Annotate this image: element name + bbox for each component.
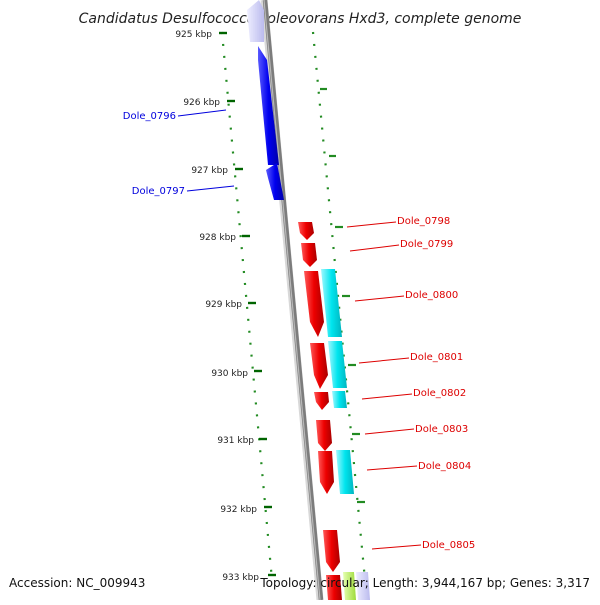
ruler-tick-label: 925 kbp — [175, 30, 212, 40]
ruler-tick-label: 928 kbp — [199, 233, 236, 243]
cds-track — [321, 269, 370, 600]
partial-cds-feature[interactable] — [343, 572, 356, 600]
gene-label-text: Dole_0802 — [413, 388, 466, 399]
ruler-tick: 926 kbp — [183, 98, 235, 108]
ruler-tick-label: 929 kbp — [205, 300, 242, 310]
gene-label-dole-0797[interactable]: Dole_0797 — [132, 185, 235, 197]
gene-label-text: Dole_0801 — [410, 352, 463, 363]
gene-label-text: Dole_0804 — [418, 461, 471, 472]
ruler-tick: 930 kbp — [211, 369, 262, 379]
cds-feature[interactable] — [336, 450, 354, 494]
gene-label-text: Dole_0803 — [415, 424, 468, 435]
ruler-tick: 933 kbp — [222, 573, 276, 583]
gene-feature-dole-0800[interactable] — [304, 271, 324, 337]
gene-feature-dole-0801[interactable] — [310, 343, 328, 389]
gene-feature-dole-0802[interactable] — [314, 392, 329, 410]
cds-feature[interactable] — [332, 391, 347, 408]
ruler-tick-label: 932 kbp — [220, 505, 257, 515]
gene-label-text: Dole_0805 — [422, 540, 475, 551]
gene-label-dole-0796[interactable]: Dole_0796 — [123, 109, 227, 122]
gene-label-text: Dole_0798 — [397, 216, 450, 227]
gene-feature-dole-0796[interactable] — [258, 46, 279, 165]
ruler-tick-label: 931 kbp — [217, 436, 254, 446]
reverse-strand-track — [247, 0, 284, 200]
ruler-tick-label: 933 kbp — [222, 573, 259, 583]
gene-label-dole-0803[interactable]: Dole_0803 — [364, 424, 468, 435]
ruler-tick: 925 kbp — [175, 30, 227, 40]
gc-major-ticks — [320, 87, 365, 504]
gene-label-text: Dole_0797 — [132, 186, 185, 197]
gene-feature-dole-0803[interactable] — [316, 420, 332, 451]
forward-strand-track — [298, 222, 342, 600]
partial-gene-feature[interactable] — [326, 575, 342, 600]
gene-label-text: Dole_0799 — [400, 239, 453, 250]
ruler-tick: 931 kbp — [217, 436, 267, 446]
genome-backbone — [260, 0, 324, 601]
gene-label-dole-0801[interactable]: Dole_0801 — [358, 352, 463, 364]
ruler-tick: 932 kbp — [220, 505, 272, 515]
ruler-tick: 927 kbp — [191, 166, 243, 176]
gene-label-text: Dole_0796 — [123, 111, 176, 122]
partial-gene-feature[interactable] — [247, 0, 264, 42]
ruler-tick-label: 930 kbp — [211, 369, 248, 379]
ruler-tick: 928 kbp — [199, 233, 250, 243]
gene-label-dole-0802[interactable]: Dole_0802 — [361, 388, 466, 400]
gene-label-dole-0798[interactable]: Dole_0798 — [346, 216, 450, 228]
gene-labels: Dole_0796 Dole_0797 Dole_0798 Dole_0799 … — [123, 109, 475, 551]
map-title: Candidatus Desulfococcus oleovorans Hxd3… — [79, 11, 522, 27]
kbp-ruler: 925 kbp 926 kbp 927 kbp 928 kbp 929 kbp … — [175, 30, 276, 583]
ruler-tick: 929 kbp — [205, 300, 256, 310]
cds-feature[interactable] — [321, 269, 342, 337]
gene-label-dole-0804[interactable]: Dole_0804 — [366, 461, 471, 472]
gene-feature-dole-0804[interactable] — [318, 451, 334, 494]
gene-feature-dole-0797[interactable] — [266, 163, 284, 200]
gene-label-dole-0800[interactable]: Dole_0800 — [354, 290, 458, 302]
topology-info: Topology: circular; Length: 3,944,167 bp… — [259, 576, 590, 590]
ruler-tick-label: 926 kbp — [183, 98, 220, 108]
gene-label-text: Dole_0800 — [405, 290, 458, 301]
gene-label-dole-0799[interactable]: Dole_0799 — [349, 239, 453, 252]
cds-feature[interactable] — [328, 341, 347, 388]
gene-label-dole-0805[interactable]: Dole_0805 — [371, 540, 475, 551]
gene-feature-dole-0799[interactable] — [301, 243, 317, 267]
accession-info: Accession: NC_009943 — [9, 576, 145, 590]
ruler-tick-label: 927 kbp — [191, 166, 228, 176]
gene-feature-dole-0798[interactable] — [298, 222, 314, 240]
gene-feature-dole-0805[interactable] — [323, 530, 340, 572]
partial-cds-feature[interactable] — [356, 572, 370, 600]
